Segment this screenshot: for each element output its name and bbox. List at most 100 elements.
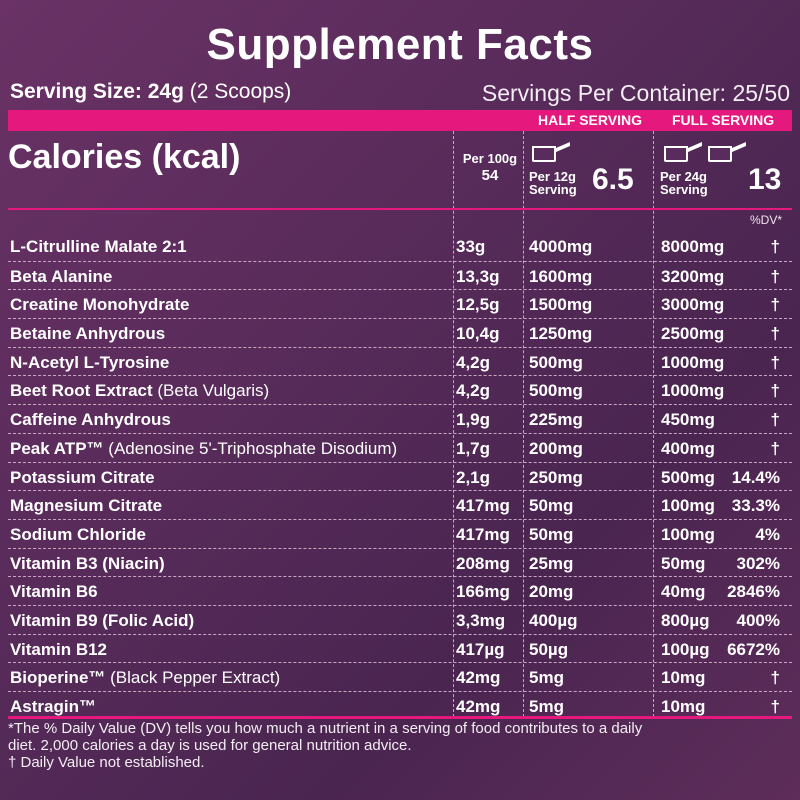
table-row: Potassium Citrate 2,1g 250mg 500mg 14.4%	[8, 461, 792, 491]
ingredient-name: Astragin™	[10, 697, 96, 717]
ingredient-name: Vitamin B3 (Niacin)	[10, 554, 165, 574]
table-row: Magnesium Citrate 417mg 50mg 100mg 33.3%	[8, 490, 792, 519]
full-serving-label: FULL SERVING	[672, 112, 775, 128]
ingredient-full-serving: 1000mg	[661, 352, 725, 372]
daily-value-header: %DV*	[749, 213, 782, 227]
ingredient-daily-value: †	[770, 381, 780, 401]
ingredient-full-serving: 100mg	[661, 496, 715, 516]
table-row: N-Acetyl L-Tyrosine 4,2g 500mg 1000mg †	[8, 346, 792, 376]
ingredient-name-main: Beet Root Extract	[10, 381, 153, 401]
ingredient-name-main: Beta Alanine	[10, 266, 113, 286]
ingredient-name-main: Magnesium Citrate	[10, 496, 163, 516]
ingredient-per100: 417mg	[456, 524, 510, 544]
ingredient-name-extra: (Black Pepper Extract)	[110, 668, 281, 688]
table-row: Vitamin B6 166mg 20mg 40mg 2846%	[8, 576, 792, 605]
ingredient-full-serving: 450mg	[661, 410, 715, 430]
full-serving-calories: 13	[748, 163, 782, 196]
ingredient-half-serving: 250mg	[529, 467, 583, 487]
calories-divider	[8, 208, 792, 210]
ingredient-name: Sodium Chloride	[10, 525, 146, 545]
ingredient-name-main: Creatine Monohydrate	[10, 295, 190, 315]
ingredient-half-serving: 50µg	[529, 639, 569, 659]
ingredient-name: Beta Alanine	[10, 267, 112, 287]
ingredient-full-serving: 10mg	[661, 697, 706, 716]
ingredient-half-serving: 5mg	[529, 697, 564, 716]
table-row: Beet Root Extract (Beta Vulgaris) 4,2g 500…	[8, 375, 792, 404]
ingredient-full-serving: 8000mg	[661, 237, 725, 256]
ingredient-name: Vitamin B12	[10, 640, 107, 660]
ingredient-name-main: Bioperine™	[10, 668, 106, 688]
ingredient-per100: 13,3g	[456, 266, 500, 286]
ingredient-per100: 166mg	[456, 582, 510, 602]
ingredient-per100: 3,3mg	[456, 610, 506, 630]
ingredient-name-main: Vitamin B3 (Niacin)	[10, 553, 165, 573]
ingredient-daily-value: †	[770, 237, 780, 256]
ingredient-name-main: L-Citrulline Malate 2:1	[10, 237, 187, 256]
ingredient-full-serving: 1000mg	[661, 381, 725, 401]
ingredient-daily-value: 4%	[755, 524, 780, 544]
serving-size-label: Serving Size: 24g	[10, 80, 184, 103]
ingredient-full-serving: 400mg	[661, 438, 715, 458]
calories-label: Calories (kcal)	[8, 138, 241, 176]
half-serving-calories: 6.5	[592, 163, 634, 196]
servings-per-container: Servings Per Container: 25/50	[481, 80, 790, 106]
ingredient-name-main: Potassium Citrate	[10, 467, 155, 487]
ingredient-name: Potassium Citrate	[10, 468, 155, 488]
ingredient-name-main: Peak ATP™	[10, 438, 104, 458]
ingredient-name-main: N-Acetyl L-Tyrosine	[10, 352, 170, 372]
ingredient-half-serving: 400µg	[529, 610, 578, 630]
table-row: Sodium Chloride 417mg 50mg 100mg 4%	[8, 518, 792, 548]
ingredient-daily-value: 6672%	[727, 639, 780, 659]
ingredient-name: Vitamin B6	[10, 582, 98, 602]
ingredient-half-serving: 5mg	[529, 668, 564, 688]
ingredient-name-main: Vitamin B6	[10, 582, 98, 602]
ingredient-per100: 42mg	[456, 668, 501, 688]
ingredient-full-serving: 50mg	[661, 553, 706, 573]
ingredient-half-serving: 20mg	[529, 582, 574, 602]
scoop-icon	[708, 142, 746, 162]
ingredient-half-serving: 1500mg	[529, 295, 593, 315]
ingredient-name: Caffeine Anhydrous	[10, 410, 171, 430]
ingredient-full-serving: 40mg	[661, 582, 706, 602]
ingredient-full-serving: 500mg	[661, 467, 715, 487]
ingredient-half-serving: 50mg	[529, 496, 574, 516]
ingredient-name: Bioperine™ (Black Pepper Extract)	[10, 668, 280, 688]
ingredient-name-extra: (Adenosine 5'-Triphosphate Disodium)	[108, 438, 398, 458]
ingredient-daily-value: 2846%	[727, 582, 780, 602]
ingredient-name-main: Astragin™	[10, 697, 96, 716]
per100-label: Per 100g	[462, 151, 518, 166]
table-row: Vitamin B12 417µg 50µg 100µg 6672%	[8, 633, 792, 663]
ingredient-per100: 33g	[456, 237, 486, 256]
footer-dagger-note: † Daily Value not established.	[8, 754, 205, 771]
ingredient-per100: 1,9g	[456, 410, 491, 430]
ingredient-name-main: Vitamin B12	[10, 639, 108, 659]
table-row: L-Citrulline Malate 2:1 33g 4000mg 8000mg †	[8, 232, 792, 261]
table-row: Peak ATP™ (Adenosine 5'-Triphosphate Dis…	[8, 432, 792, 462]
ingredient-half-serving: 500mg	[529, 352, 583, 372]
ingredient-half-serving: 1600mg	[529, 266, 593, 286]
table-row: Creatine Monohydrate 12,5g 1500mg 3000mg †	[8, 289, 792, 318]
ingredient-name-main: Caffeine Anhydrous	[10, 410, 171, 430]
footer-calories-note: diet. 2,000 calories a day is used for g…	[8, 737, 412, 754]
ingredient-per100: 10,4g	[456, 324, 500, 344]
ingredient-full-serving: 100mg	[661, 524, 715, 544]
serving-info: Serving Size: 24g (2 Scoops) Servings Pe…	[10, 78, 790, 108]
ingredient-name-main: Vitamin B9 (Folic Acid)	[10, 610, 195, 630]
column-divider	[653, 131, 654, 717]
ingredient-per100: 208mg	[456, 553, 510, 573]
ingredient-per100: 2,1g	[456, 467, 491, 487]
serving-size: Serving Size: 24g (2 Scoops)	[10, 80, 291, 104]
table-row: Betaine Anhydrous 10,4g 1250mg 2500mg †	[8, 318, 792, 347]
ingredient-daily-value: 400%	[736, 610, 780, 630]
ingredient-per100: 417µg	[456, 639, 505, 659]
ingredient-daily-value: 14.4%	[731, 467, 780, 487]
ingredient-name: Peak ATP™ (Adenosine 5'-Triphosphate Dis…	[10, 439, 397, 459]
ingredient-half-serving: 200mg	[529, 438, 583, 458]
ingredient-daily-value: 302%	[736, 553, 780, 573]
ingredient-daily-value: †	[770, 352, 780, 372]
serving-header-bar: HALF SERVING FULL SERVING	[8, 110, 792, 131]
ingredient-daily-value: †	[770, 410, 780, 430]
table-row: Caffeine Anhydrous 1,9g 225mg 450mg †	[8, 404, 792, 433]
ingredient-daily-value: †	[770, 295, 780, 315]
